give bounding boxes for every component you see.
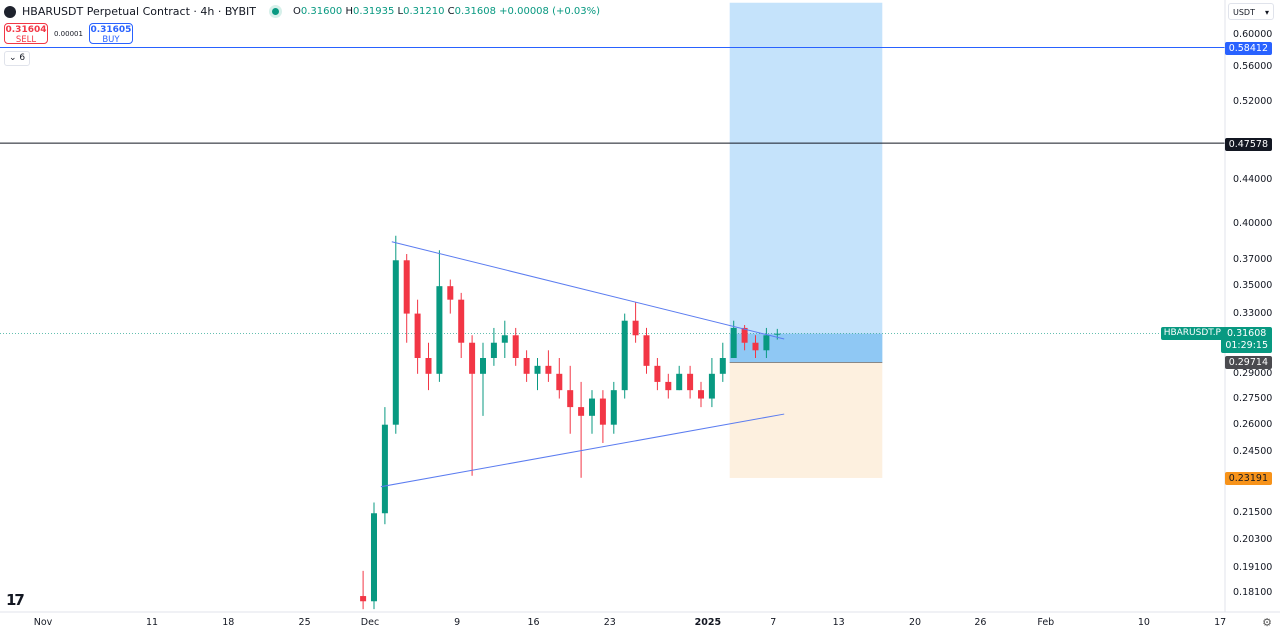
entry-price-label: 0.29714 xyxy=(1224,356,1272,369)
symbol-price-tag: HBARUSDT.P xyxy=(1160,327,1224,340)
stop-price-label: 0.23191 xyxy=(1224,472,1272,485)
candle-body xyxy=(480,358,486,374)
candle-body xyxy=(392,260,399,425)
candle-body xyxy=(534,365,541,374)
price-tick-label: 0.19100 xyxy=(1233,562,1273,574)
bar-countdown: 01:29:15 xyxy=(1225,340,1268,351)
candle-body xyxy=(469,342,476,374)
price-tick-label: 0.26000 xyxy=(1233,418,1273,430)
trendline xyxy=(391,241,785,340)
candle-body xyxy=(632,320,639,336)
candle-body xyxy=(458,299,465,343)
candle-body xyxy=(741,327,748,343)
symbol-title[interactable]: HBARUSDT Perpetual Contract · 4h · BYBIT xyxy=(22,5,257,18)
stop-zone xyxy=(729,362,883,478)
indicators-toggle[interactable]: ⌄ 6 xyxy=(4,51,31,66)
candle-body xyxy=(545,365,552,374)
price-tick-label: 0.24500 xyxy=(1233,446,1273,458)
time-tick-label: 7 xyxy=(770,617,777,628)
price-tick-label: 0.56000 xyxy=(1233,61,1273,73)
target-zone xyxy=(729,2,883,363)
time-tick-label: 20 xyxy=(908,617,922,628)
candle-body xyxy=(599,398,606,425)
candle-body xyxy=(447,286,454,300)
time-tick-label: 25 xyxy=(298,617,311,628)
candle-body xyxy=(360,596,367,602)
market-open-icon xyxy=(272,8,280,15)
candle-body xyxy=(730,327,737,359)
time-tick-label: 10 xyxy=(1137,617,1150,628)
candle-body xyxy=(589,398,595,416)
candle-body xyxy=(687,373,694,391)
candle-body xyxy=(512,335,519,359)
price-tick-label: 0.40000 xyxy=(1233,217,1273,229)
candle-body xyxy=(621,320,628,391)
time-tick-label: 2025 xyxy=(694,617,722,628)
settings-gear-icon[interactable]: ⚙ xyxy=(1262,616,1272,629)
trade-panel: 0.31604 SELL 0.00001 0.31605 BUY xyxy=(4,23,133,45)
price-tick-label: 0.29000 xyxy=(1233,367,1273,379)
candle-body xyxy=(490,342,497,359)
candle-body xyxy=(752,342,759,351)
price-tick-label: 0.21500 xyxy=(1233,507,1273,519)
candle-body xyxy=(403,260,410,314)
chevron-down-icon: ▾ xyxy=(1264,8,1269,17)
price-tick-label: 0.35000 xyxy=(1233,280,1273,292)
candle-body xyxy=(567,390,574,408)
candle-body xyxy=(381,424,388,514)
candle-body xyxy=(698,390,704,399)
price-tick-label: 0.44000 xyxy=(1233,173,1273,185)
candle-body xyxy=(556,373,563,391)
trendline xyxy=(380,413,785,488)
time-tick-label: 16 xyxy=(527,617,540,628)
buy-button[interactable]: 0.31605 BUY xyxy=(88,23,133,45)
candle-body xyxy=(708,373,715,399)
time-tick-label: 13 xyxy=(832,617,845,628)
time-tick-label: 11 xyxy=(145,617,159,628)
time-tick-label: 9 xyxy=(454,617,461,628)
price-tick-label: 0.37000 xyxy=(1233,254,1273,266)
candle-body xyxy=(425,358,432,374)
currency-select[interactable]: USDT ▾ xyxy=(1228,3,1274,20)
candle-body xyxy=(414,313,421,359)
level-line-label: 0.47578 xyxy=(1224,138,1272,151)
candle-body xyxy=(719,358,726,374)
time-tick-label: 23 xyxy=(603,617,616,628)
price-tick-label: 0.27500 xyxy=(1233,392,1273,404)
price-tick-label: 0.33000 xyxy=(1233,307,1273,319)
candle-body xyxy=(578,407,585,416)
time-tick-label: Feb xyxy=(1037,617,1055,628)
candle-body xyxy=(436,286,443,374)
ohlc-values: O0.31600 H0.31935 L0.31210 C0.31608 +0.0… xyxy=(293,6,601,17)
tradingview-logo[interactable]: 17 xyxy=(6,591,25,609)
price-tick-label: 0.52000 xyxy=(1233,95,1273,107)
time-tick-label: 26 xyxy=(974,617,987,628)
spread-value: 0.00001 xyxy=(54,29,83,38)
candle-body xyxy=(665,381,672,391)
candle-body xyxy=(501,335,508,343)
time-tick-label: 18 xyxy=(222,617,235,628)
symbol-logo-icon xyxy=(4,5,16,18)
candle-body xyxy=(676,373,683,391)
time-tick-label: 17 xyxy=(1214,617,1227,628)
price-tick-label: 0.20300 xyxy=(1233,534,1273,545)
price-tick-label: 0.18100 xyxy=(1233,587,1273,599)
candle-body xyxy=(643,335,650,366)
candle-body xyxy=(763,335,770,351)
last-price-label: 0.31608 01:29:15 xyxy=(1221,327,1272,353)
sell-button[interactable]: 0.31604 SELL xyxy=(4,23,48,45)
candle-body xyxy=(523,358,530,374)
candle-body xyxy=(774,333,781,335)
price-tick-label: 0.60000 xyxy=(1233,29,1273,40)
time-tick-label: Nov xyxy=(33,617,53,628)
target-line-label: 0.58412 xyxy=(1224,42,1272,55)
candle-body xyxy=(371,513,377,602)
chart-header: HBARUSDT Perpetual Contract · 4h · BYBIT… xyxy=(4,5,600,18)
time-tick-label: Dec xyxy=(360,617,380,628)
candle-body xyxy=(610,390,617,425)
candle-body xyxy=(654,365,661,382)
